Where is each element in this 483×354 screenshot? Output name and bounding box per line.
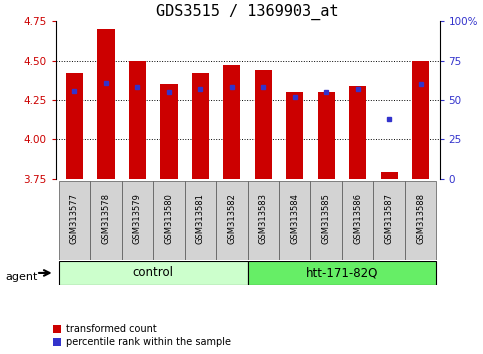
Bar xyxy=(405,181,436,260)
Text: GSM313579: GSM313579 xyxy=(133,193,142,244)
Bar xyxy=(59,261,248,285)
Text: GSM313584: GSM313584 xyxy=(290,193,299,244)
Text: GSM313582: GSM313582 xyxy=(227,193,236,244)
Bar xyxy=(412,61,429,179)
Bar xyxy=(317,92,335,179)
Title: GDS3515 / 1369903_at: GDS3515 / 1369903_at xyxy=(156,4,339,20)
Bar xyxy=(342,181,373,260)
Bar xyxy=(185,181,216,260)
Bar xyxy=(223,65,241,179)
Text: GSM313581: GSM313581 xyxy=(196,193,205,244)
Text: control: control xyxy=(133,267,173,279)
Text: GSM313583: GSM313583 xyxy=(259,193,268,244)
Bar xyxy=(216,181,248,260)
Bar xyxy=(286,92,303,179)
Text: GSM313587: GSM313587 xyxy=(384,193,394,244)
Text: GSM313586: GSM313586 xyxy=(353,193,362,244)
Bar xyxy=(311,181,342,260)
Text: GSM313577: GSM313577 xyxy=(70,193,79,244)
Bar xyxy=(255,70,272,179)
Text: GSM313578: GSM313578 xyxy=(101,193,111,244)
Text: GSM313585: GSM313585 xyxy=(322,193,331,244)
Bar xyxy=(153,181,185,260)
Bar xyxy=(373,181,405,260)
Bar xyxy=(122,181,153,260)
Bar xyxy=(381,172,398,179)
Bar xyxy=(349,86,366,179)
Text: agent: agent xyxy=(6,272,38,282)
Bar xyxy=(160,84,178,179)
Bar xyxy=(248,181,279,260)
Text: GSM313580: GSM313580 xyxy=(164,193,173,244)
Text: htt-171-82Q: htt-171-82Q xyxy=(306,267,378,279)
Bar xyxy=(279,181,311,260)
Bar xyxy=(59,181,90,260)
Text: GSM313588: GSM313588 xyxy=(416,193,425,244)
Bar xyxy=(90,181,122,260)
Bar xyxy=(66,73,83,179)
Bar xyxy=(192,73,209,179)
Bar xyxy=(129,61,146,179)
Bar xyxy=(97,29,114,179)
Legend: transformed count, percentile rank within the sample: transformed count, percentile rank withi… xyxy=(53,325,231,347)
Bar xyxy=(248,261,436,285)
